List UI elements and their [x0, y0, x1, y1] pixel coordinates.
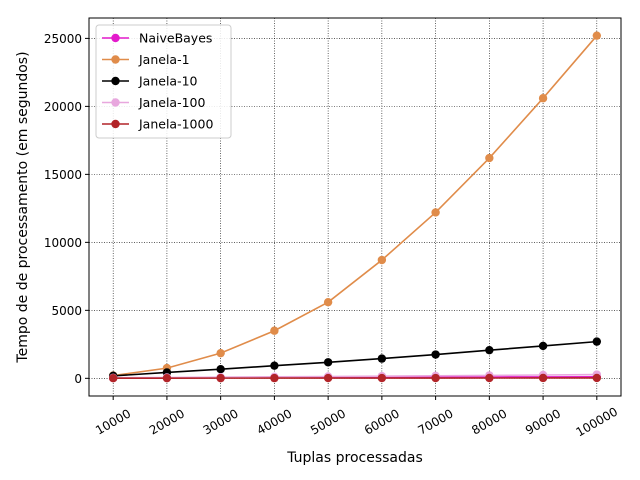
y-axis-ticks: 0 5000 10000 15000 20000 25000 — [44, 32, 89, 386]
legend-item: NaiveBayes — [102, 31, 212, 46]
legend-item: Janela-1000 — [102, 117, 213, 132]
x-tick-label: 100000 — [573, 404, 620, 439]
legend: NaiveBayes Janela-1 Janela-10 Janela-100 Jan… — [95, 24, 232, 139]
x-tick-label: 40000 — [254, 406, 294, 437]
x-axis-label: Tuplas processadas — [286, 450, 423, 466]
data-point — [270, 326, 279, 335]
data-point — [592, 373, 602, 383]
data-point — [485, 373, 494, 383]
data-point — [538, 94, 548, 103]
data-point — [377, 373, 387, 383]
y-axis-label: Tempo de de processamento (em segundos) — [15, 51, 31, 363]
legend-marker — [111, 33, 120, 43]
data-point — [377, 255, 387, 265]
data-point — [377, 354, 387, 363]
data-point — [431, 208, 440, 217]
x-tick-label: 10000 — [93, 406, 133, 437]
data-point — [162, 373, 172, 383]
data-point — [216, 373, 225, 383]
data-point — [538, 373, 548, 383]
x-tick-label: 30000 — [201, 406, 241, 437]
legend-item: Janela-100 — [102, 95, 206, 110]
grid-lines — [89, 18, 621, 396]
x-tick-label: 70000 — [416, 406, 456, 437]
series-line — [113, 340, 597, 377]
y-tick-label: 20000 — [44, 100, 82, 114]
series-janela-1000 — [108, 373, 602, 383]
x-tick-label: 90000 — [523, 406, 563, 437]
series-line — [113, 35, 598, 377]
legend-label: Janela-10 — [138, 74, 198, 89]
y-tick-label: 10000 — [44, 236, 82, 250]
x-tick-label: 80000 — [469, 406, 509, 437]
data-point — [592, 337, 602, 346]
legend-marker — [111, 76, 120, 86]
data-point — [216, 348, 225, 358]
legend-item: Janela-10 — [102, 74, 198, 89]
y-tick-label: 5000 — [51, 304, 82, 318]
x-axis-ticks: 10000 20000 30000 40000 50000 60000 70000 80000… — [93, 396, 620, 440]
data-point — [216, 365, 225, 374]
data-point — [431, 350, 440, 359]
data-point — [485, 345, 494, 355]
data-point — [323, 358, 333, 367]
y-tick-label: 25000 — [44, 32, 82, 46]
legend-label: Janela-100 — [138, 95, 206, 110]
data-point — [431, 373, 440, 383]
series-layer — [108, 31, 602, 383]
x-tick-label: 20000 — [147, 406, 187, 437]
x-tick-label: 60000 — [362, 406, 402, 437]
data-point — [108, 373, 118, 383]
legend-label: Janela-1 — [138, 52, 190, 67]
plot-frame — [88, 17, 622, 397]
series-line — [113, 373, 597, 379]
data-point — [538, 341, 548, 351]
data-point — [592, 31, 602, 40]
legend-marker — [111, 119, 120, 129]
legend-label: Janela-1000 — [138, 117, 213, 132]
legend-box — [95, 24, 232, 139]
data-point — [485, 153, 494, 163]
data-point — [270, 373, 279, 383]
legend-label: NaiveBayes — [139, 31, 212, 46]
series-janela-10 — [108, 337, 602, 381]
x-tick-label: 50000 — [308, 406, 348, 437]
legend-item: Janela-1 — [102, 52, 190, 67]
y-tick-label: 15000 — [44, 168, 82, 182]
y-tick-label: 0 — [74, 372, 82, 386]
legend-marker — [111, 98, 120, 107]
data-point — [270, 361, 279, 370]
legend-marker — [111, 55, 120, 64]
data-point — [323, 297, 333, 307]
data-point — [323, 373, 333, 383]
